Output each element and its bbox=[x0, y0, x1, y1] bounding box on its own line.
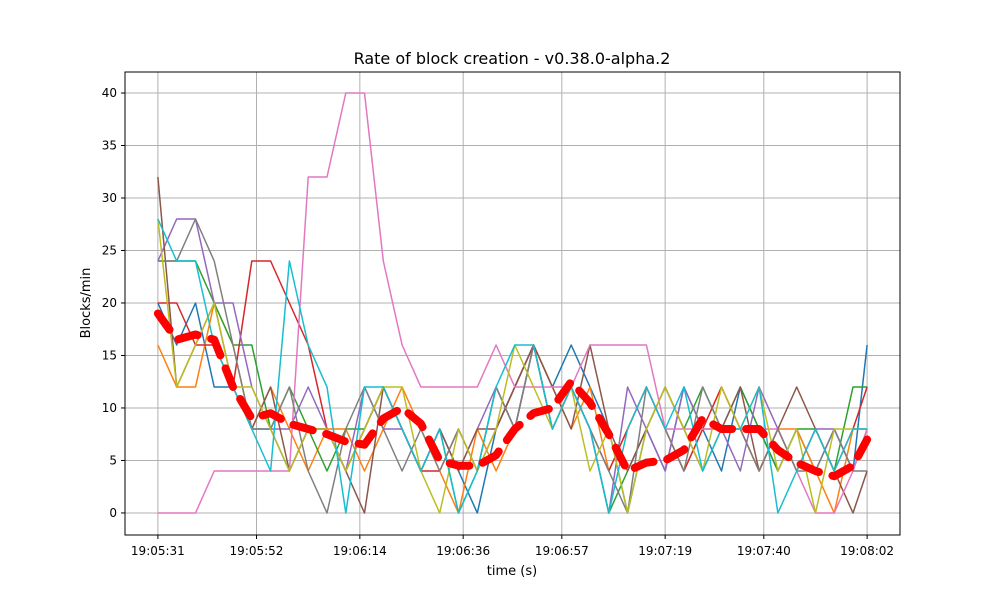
series-lines bbox=[153, 92, 872, 514]
y-tick-label: 25 bbox=[102, 243, 117, 257]
y-tick-label: 0 bbox=[109, 506, 117, 520]
y-tick-label: 30 bbox=[102, 191, 117, 205]
y-tick-label: 5 bbox=[109, 453, 117, 467]
series-line-10 bbox=[157, 218, 868, 514]
average-line bbox=[153, 309, 872, 481]
series-line-3 bbox=[157, 260, 868, 514]
x-tick-label: 19:08:02 bbox=[840, 544, 894, 558]
grid bbox=[125, 72, 900, 535]
x-tick-label: 19:07:40 bbox=[737, 544, 791, 558]
x-tick-label: 19:07:19 bbox=[638, 544, 692, 558]
series-line-6 bbox=[157, 176, 868, 514]
x-tick-label: 19:05:52 bbox=[230, 544, 284, 558]
y-tick-label: 20 bbox=[102, 296, 117, 310]
chart-title: Rate of block creation - v0.38.0-alpha.2 bbox=[354, 49, 671, 68]
y-tick-label: 35 bbox=[102, 138, 117, 152]
x-axis-label: time (s) bbox=[487, 564, 537, 579]
series-line-8 bbox=[157, 218, 868, 514]
y-axis-label: Blocks/min bbox=[79, 268, 94, 339]
x-tick-label: 19:06:14 bbox=[333, 544, 387, 558]
ticks: 19:05:31 19:05:52 19:06:14 19:06:36 19:06:57… bbox=[102, 86, 894, 558]
y-tick-label: 10 bbox=[102, 401, 117, 415]
y-tick-label: 15 bbox=[102, 348, 117, 362]
plot-frame bbox=[124, 71, 901, 536]
x-tick-label: 19:05:31 bbox=[131, 544, 185, 558]
x-tick-label: 19:06:57 bbox=[535, 544, 589, 558]
y-tick-label: 40 bbox=[102, 86, 117, 100]
x-tick-label: 19:06:36 bbox=[436, 544, 490, 558]
series-line-4 bbox=[157, 260, 868, 472]
